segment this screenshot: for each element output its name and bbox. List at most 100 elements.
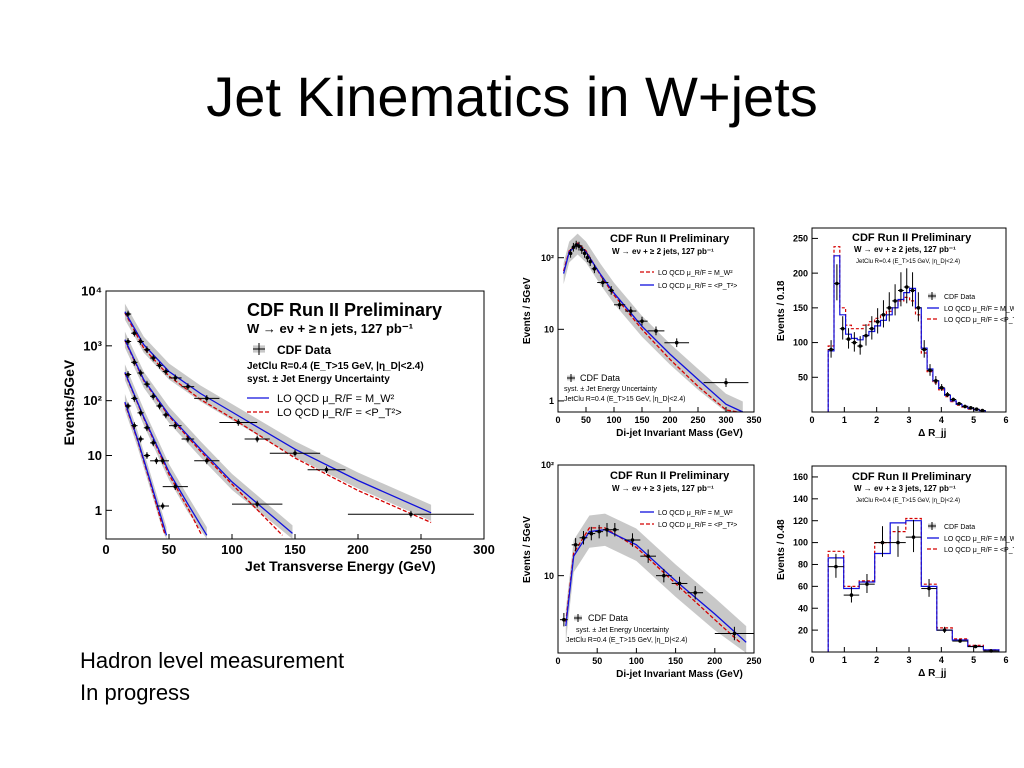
- data-point-marker: [151, 394, 156, 399]
- chart-title: CDF Run II Preliminary: [610, 470, 730, 482]
- chart-svg: 0 50 100 150 200 250 300 350 1 10 10² Di-jet Invari…: [522, 227, 762, 439]
- legend-lo-pt: LO QCD μ_R/F = <P_T²>: [658, 522, 737, 529]
- x-tick-label: 100: [606, 415, 621, 425]
- y-tick-label: 20: [798, 625, 808, 635]
- data-point-marker: [132, 360, 137, 365]
- data-point: [886, 292, 893, 322]
- y-tick-label: 1: [95, 503, 102, 518]
- data-point: [608, 286, 614, 295]
- data-point: [169, 422, 182, 429]
- data-point: [150, 457, 163, 465]
- data-point-marker: [138, 339, 143, 344]
- data-point-marker: [157, 404, 162, 408]
- data-point: [150, 392, 157, 400]
- data-point: [219, 419, 258, 426]
- chart-subtitle: W → eν + ≥ 3 jets, 127 pb⁻¹: [612, 484, 714, 493]
- data-point: [347, 510, 474, 518]
- data-point-marker: [724, 380, 728, 385]
- legend-lo-pt: LO QCD μ_R/F = <P_T²>: [944, 547, 1014, 554]
- data-point-marker: [835, 281, 839, 286]
- data-point: [828, 553, 844, 578]
- y-tick-label: 10²: [541, 253, 554, 263]
- data-point-marker: [605, 527, 609, 532]
- x-tick-label: 6: [1003, 655, 1008, 665]
- data-point-marker: [880, 540, 885, 545]
- data-point-marker: [145, 453, 149, 458]
- data-point-marker: [173, 376, 178, 380]
- x-tick-label: 250: [690, 415, 705, 425]
- data-point-marker: [849, 593, 854, 597]
- legend-cuts: JetClu R=0.4 (E_T>15 GeV, |η_D|<2.4): [856, 498, 960, 504]
- data-point-marker: [571, 245, 576, 250]
- chart-svg: 0 50 100 150 200 250 10 10² Di-jet Invariant Mas…: [522, 460, 762, 680]
- x-tick-label: 1: [842, 655, 847, 665]
- data-point-marker: [581, 535, 586, 540]
- data-point: [162, 483, 188, 491]
- data-point-marker: [630, 538, 635, 542]
- chart-title: CDF Run II Preliminary: [852, 471, 972, 483]
- data-point: [143, 452, 151, 459]
- data-point-marker: [577, 244, 581, 248]
- data-point: [828, 340, 834, 358]
- x-tick-label: 100: [221, 542, 243, 557]
- data-point-marker: [582, 251, 587, 256]
- data-point: [591, 264, 598, 274]
- data-point-marker: [893, 299, 897, 303]
- data-point-marker: [911, 535, 916, 539]
- data-point-marker: [916, 306, 921, 310]
- data-point: [898, 272, 904, 307]
- data-point: [124, 310, 132, 318]
- data-point: [905, 519, 922, 553]
- x-tick-label: 0: [809, 655, 814, 665]
- data-point: [194, 395, 220, 402]
- x-tick-label: 5: [971, 415, 976, 425]
- data-point-marker: [865, 582, 869, 586]
- data-point-marker: [151, 441, 156, 445]
- legend-lo-pt: LO QCD μ_R/F = <P_T²>: [944, 317, 1014, 324]
- data-point-marker: [945, 392, 950, 397]
- data-point: [664, 338, 690, 348]
- data-point: [143, 424, 151, 432]
- data-point-marker: [236, 420, 241, 425]
- x-axis-label: Di-jet Invariant Mass (GeV): [616, 428, 743, 439]
- data-point: [952, 639, 968, 643]
- x-tick-label: 150: [284, 542, 306, 557]
- data-point: [921, 579, 937, 597]
- y-axis-label: Events / 0.48: [776, 519, 787, 580]
- data-point-marker: [609, 288, 613, 293]
- data-point-marker: [858, 344, 862, 348]
- data-point: [863, 324, 869, 346]
- data-point-marker: [324, 467, 329, 472]
- chart-subtitle: W → eν + ≥ 3 jets, 127 pb⁻¹: [854, 484, 956, 493]
- y-tick-label: 250: [793, 234, 808, 244]
- data-point-marker: [157, 363, 162, 368]
- data-point: [843, 586, 860, 603]
- data-point: [671, 576, 688, 591]
- data-point-marker: [164, 369, 168, 374]
- data-point: [625, 306, 637, 316]
- data-point: [614, 300, 626, 310]
- plot-jet-et: 0 50 100 150 200 250 300 1 10 10² 10³ 10⁴ Jet Transv…: [62, 283, 498, 583]
- data-point: [579, 531, 588, 545]
- legend-data-label: CDF Data: [588, 613, 628, 623]
- data-point-marker: [597, 529, 601, 534]
- x-tick-label: 50: [581, 415, 591, 425]
- data-point-marker: [963, 404, 967, 409]
- data-point-marker: [934, 378, 938, 383]
- data-point: [269, 449, 321, 457]
- data-point-marker: [928, 368, 932, 373]
- data-point: [892, 284, 899, 316]
- x-tick-label: 350: [746, 415, 761, 425]
- data-point-marker: [145, 425, 149, 430]
- y-tick-label: 10²: [83, 393, 102, 408]
- y-tick-label: 150: [793, 303, 808, 313]
- chart-title: CDF Run II Preliminary: [610, 233, 730, 245]
- data-point-marker: [205, 396, 209, 401]
- data-point: [839, 316, 846, 340]
- x-tick-label: 0: [809, 415, 814, 425]
- data-point-marker: [899, 288, 903, 293]
- data-point: [845, 328, 852, 349]
- y-axis-label: Events / 0.18: [776, 280, 787, 341]
- data-point: [714, 626, 754, 641]
- data-point: [131, 359, 138, 366]
